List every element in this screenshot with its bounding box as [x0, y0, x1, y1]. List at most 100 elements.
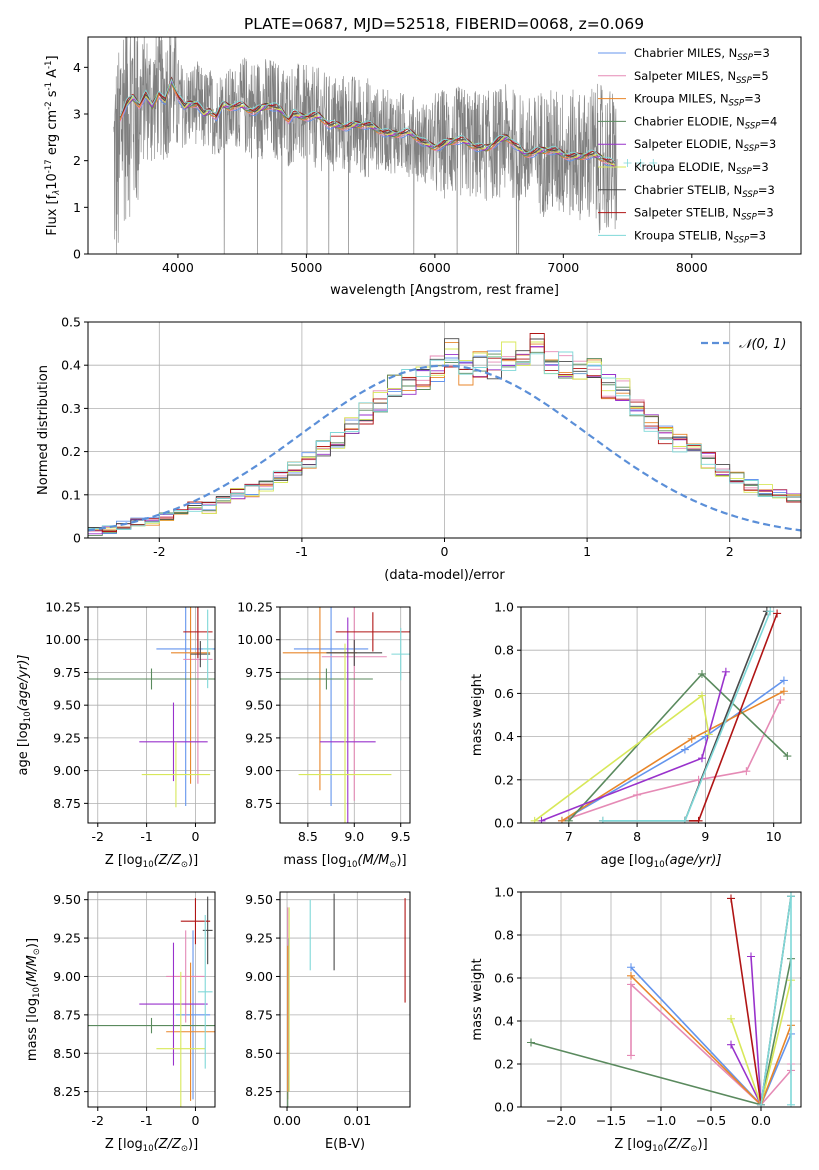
weight-vs-age-marker — [742, 767, 751, 776]
age-vs-Z-panel: -2 -1 0 8.75 9.00 9.25 9.50 9.75 10.00 10.25 Z [lo… — [16, 600, 216, 870]
weight-vs-age-marker — [697, 691, 706, 700]
age-vs-Z-xtick-label: -2 — [92, 829, 104, 844]
residual-histogram-step — [88, 346, 801, 535]
weight-vs-Z-marker — [627, 963, 635, 972]
weight-vs-age-plot-area — [530, 607, 792, 823]
weight-vs-age-xlabel: age [log10(age/yr)] — [601, 853, 722, 870]
mass-vs-Z-ylabel: mass [log10(M/M⊙)] — [25, 938, 42, 1061]
residuals-ytick-label: 0.4 — [61, 358, 81, 373]
legend-entry: Chabrier MILES, NSSP=3 — [634, 46, 770, 63]
mass-vs-ebv-ytick-label: 8.75 — [245, 1007, 273, 1022]
residual-histogram-step — [88, 338, 801, 532]
weight-vs-age-marker — [694, 816, 703, 823]
weight-vs-age-marker — [680, 745, 689, 754]
weight-vs-age-marker — [697, 669, 706, 678]
weight-vs-age-marker — [697, 754, 706, 763]
age-vs-Z-ytick-label: 9.75 — [53, 665, 81, 680]
mass-vs-Z-ytick-label: 8.50 — [53, 1046, 81, 1061]
weight-vs-Z-xlabel: Z [log10(Z/Z⊙)] — [614, 1137, 707, 1154]
spectrum-xtick-label: 6000 — [419, 260, 451, 275]
weight-vs-age-marker — [687, 734, 696, 743]
weight-vs-age-marker — [530, 816, 539, 823]
weight-vs-age-panel: 7 8 9 10 0.0 0.2 0.4 0.6 0.8 1.0 age [log10(age/yr… — [470, 600, 802, 870]
age-vs-Z-ytick-label: 9.25 — [53, 730, 81, 745]
age-vs-Z-ytick-label: 10.25 — [45, 600, 81, 615]
weight-vs-age-ytick-label: 0.8 — [494, 643, 514, 658]
age-vs-mass-ytick-label: 10.00 — [237, 632, 273, 647]
weight-vs-age-marker — [704, 730, 713, 739]
weight-vs-Z-marker — [727, 1040, 735, 1049]
age-vs-mass-ytick-label: 9.50 — [245, 698, 273, 713]
weight-vs-age-ylabel: mass weight — [470, 674, 485, 756]
weight-vs-Z-xtick-label: −0.5 — [696, 1113, 726, 1128]
weight-vs-age-marker — [766, 607, 775, 616]
legend-entry: Kroupa STELIB, NSSP=3 — [634, 228, 766, 245]
residuals-xtick-label: 0 — [441, 544, 449, 559]
spectrum-ytick-label: 4 — [73, 60, 81, 75]
weight-vs-Z-marker — [787, 892, 795, 901]
age-vs-Z-ylabel: age [log10(age/yr)] — [16, 655, 33, 776]
spectrum-ytick-label: 3 — [73, 107, 81, 122]
spectrum-extra-marker — [649, 159, 658, 167]
age-vs-Z-xlabel: Z [log10(Z/Z⊙)] — [105, 853, 198, 870]
weight-vs-Z-marker — [627, 980, 635, 989]
weight-vs-age-marker — [633, 790, 642, 799]
age-vs-Z-ytick-label: 8.75 — [53, 796, 81, 811]
weight-vs-age-xtick-label: 8 — [633, 829, 641, 844]
age-vs-Z-plot-area — [88, 607, 215, 808]
weight-vs-Z-marker — [727, 1014, 735, 1023]
mass-vs-Z-ytick-label: 9.00 — [53, 969, 81, 984]
weight-vs-age-marker — [776, 695, 785, 704]
spectrum-xtick-label: 5000 — [290, 260, 322, 275]
mass-vs-Z-plot-area — [88, 896, 215, 1107]
weight-vs-age-ytick-label: 0.0 — [494, 816, 514, 831]
age-vs-mass-plot-area — [280, 607, 410, 823]
weight-vs-age-marker — [598, 816, 607, 823]
age-vs-mass-panel: 8.5 9.0 9.5 8.75 9.00 9.25 9.50 9.75 10.00 10.25 m… — [237, 600, 411, 871]
spectrum-model-line — [119, 80, 615, 167]
mass-vs-ebv-panel: 0.00 0.01 8.25 8.50 8.75 9.00 9.25 9.50 E(B-V) — [245, 891, 411, 1152]
age-vs-mass-xtick-label: 9.0 — [344, 829, 364, 844]
weight-vs-Z-ytick-label: 0.8 — [494, 928, 514, 943]
weight-vs-Z-marker — [627, 971, 635, 980]
age-vs-mass-ytick-label: 9.25 — [245, 730, 273, 745]
age-vs-mass-ytick-label: 9.00 — [245, 763, 273, 778]
weight-vs-age-ytick-label: 1.0 — [494, 600, 514, 615]
age-vs-mass-xtick-label: 9.5 — [391, 829, 411, 844]
legend-entry: Salpeter ELODIE, NSSP=3 — [634, 137, 776, 154]
mass-vs-ebv-ytick-label: 9.00 — [245, 969, 273, 984]
legend-entry: Salpeter STELIB, NSSP=3 — [634, 206, 774, 223]
age-vs-Z-ytick-label: 9.50 — [53, 698, 81, 713]
legend-entry: Kroupa ELODIE, NSSP=3 — [634, 160, 769, 177]
spectrum-ylabel: Flux [fλ10-17 erg cm-2 s-1 A-1] — [44, 55, 62, 235]
weight-vs-Z-frame — [520, 891, 802, 1108]
spectrum-model-line — [119, 78, 616, 163]
weight-vs-Z-xtick-label: −1.0 — [646, 1113, 676, 1128]
residual-histogram-step — [88, 351, 801, 530]
mass-vs-Z-ytick-label: 8.25 — [53, 1084, 81, 1099]
mass-vs-Z-ytick-label: 9.50 — [53, 892, 81, 907]
figure-title: PLATE=0687, MJD=52518, FIBERID=0068, z=0… — [244, 15, 644, 33]
mass-vs-ebv-xtick-label: 0.00 — [273, 1113, 301, 1128]
weight-vs-age-ytick-label: 0.2 — [494, 772, 514, 787]
legend-entry: Chabrier STELIB, NSSP=3 — [634, 183, 775, 200]
mass-vs-Z-panel: -2 -1 0 8.25 8.50 8.75 9.00 9.25 9.50 Z [log10(Z/… — [25, 891, 216, 1154]
residual-histogram-step — [88, 341, 801, 531]
residuals-xtick-label: 1 — [583, 544, 591, 559]
age-vs-Z-frame — [87, 606, 216, 824]
weight-vs-age-marker — [773, 609, 782, 618]
weight-vs-age-series-line — [534, 694, 710, 822]
weight-vs-age-marker — [557, 816, 566, 823]
spectrum-extra-marker — [636, 159, 645, 167]
legend-entry: Chabrier ELODIE, NSSP=4 — [634, 114, 777, 131]
spectrum-model-line — [119, 76, 615, 162]
weight-vs-Z-marker — [787, 1100, 795, 1107]
residuals-ytick-label: 0.1 — [61, 487, 81, 502]
mass-vs-Z-xtick-label: -1 — [140, 1113, 152, 1128]
mass-vs-ebv-ytick-label: 9.25 — [245, 931, 273, 946]
age-vs-mass-xlabel: mass [log10(M/M⊙)] — [283, 853, 406, 870]
weight-vs-age-marker — [680, 816, 689, 823]
mass-vs-Z-ytick-label: 8.75 — [53, 1007, 81, 1022]
weight-vs-Z-panel: −2.0 −1.5 −1.0 −0.5 0.0 0.0 0.2 0.4 0.6 0.8 1.0 Z [… — [470, 885, 802, 1154]
